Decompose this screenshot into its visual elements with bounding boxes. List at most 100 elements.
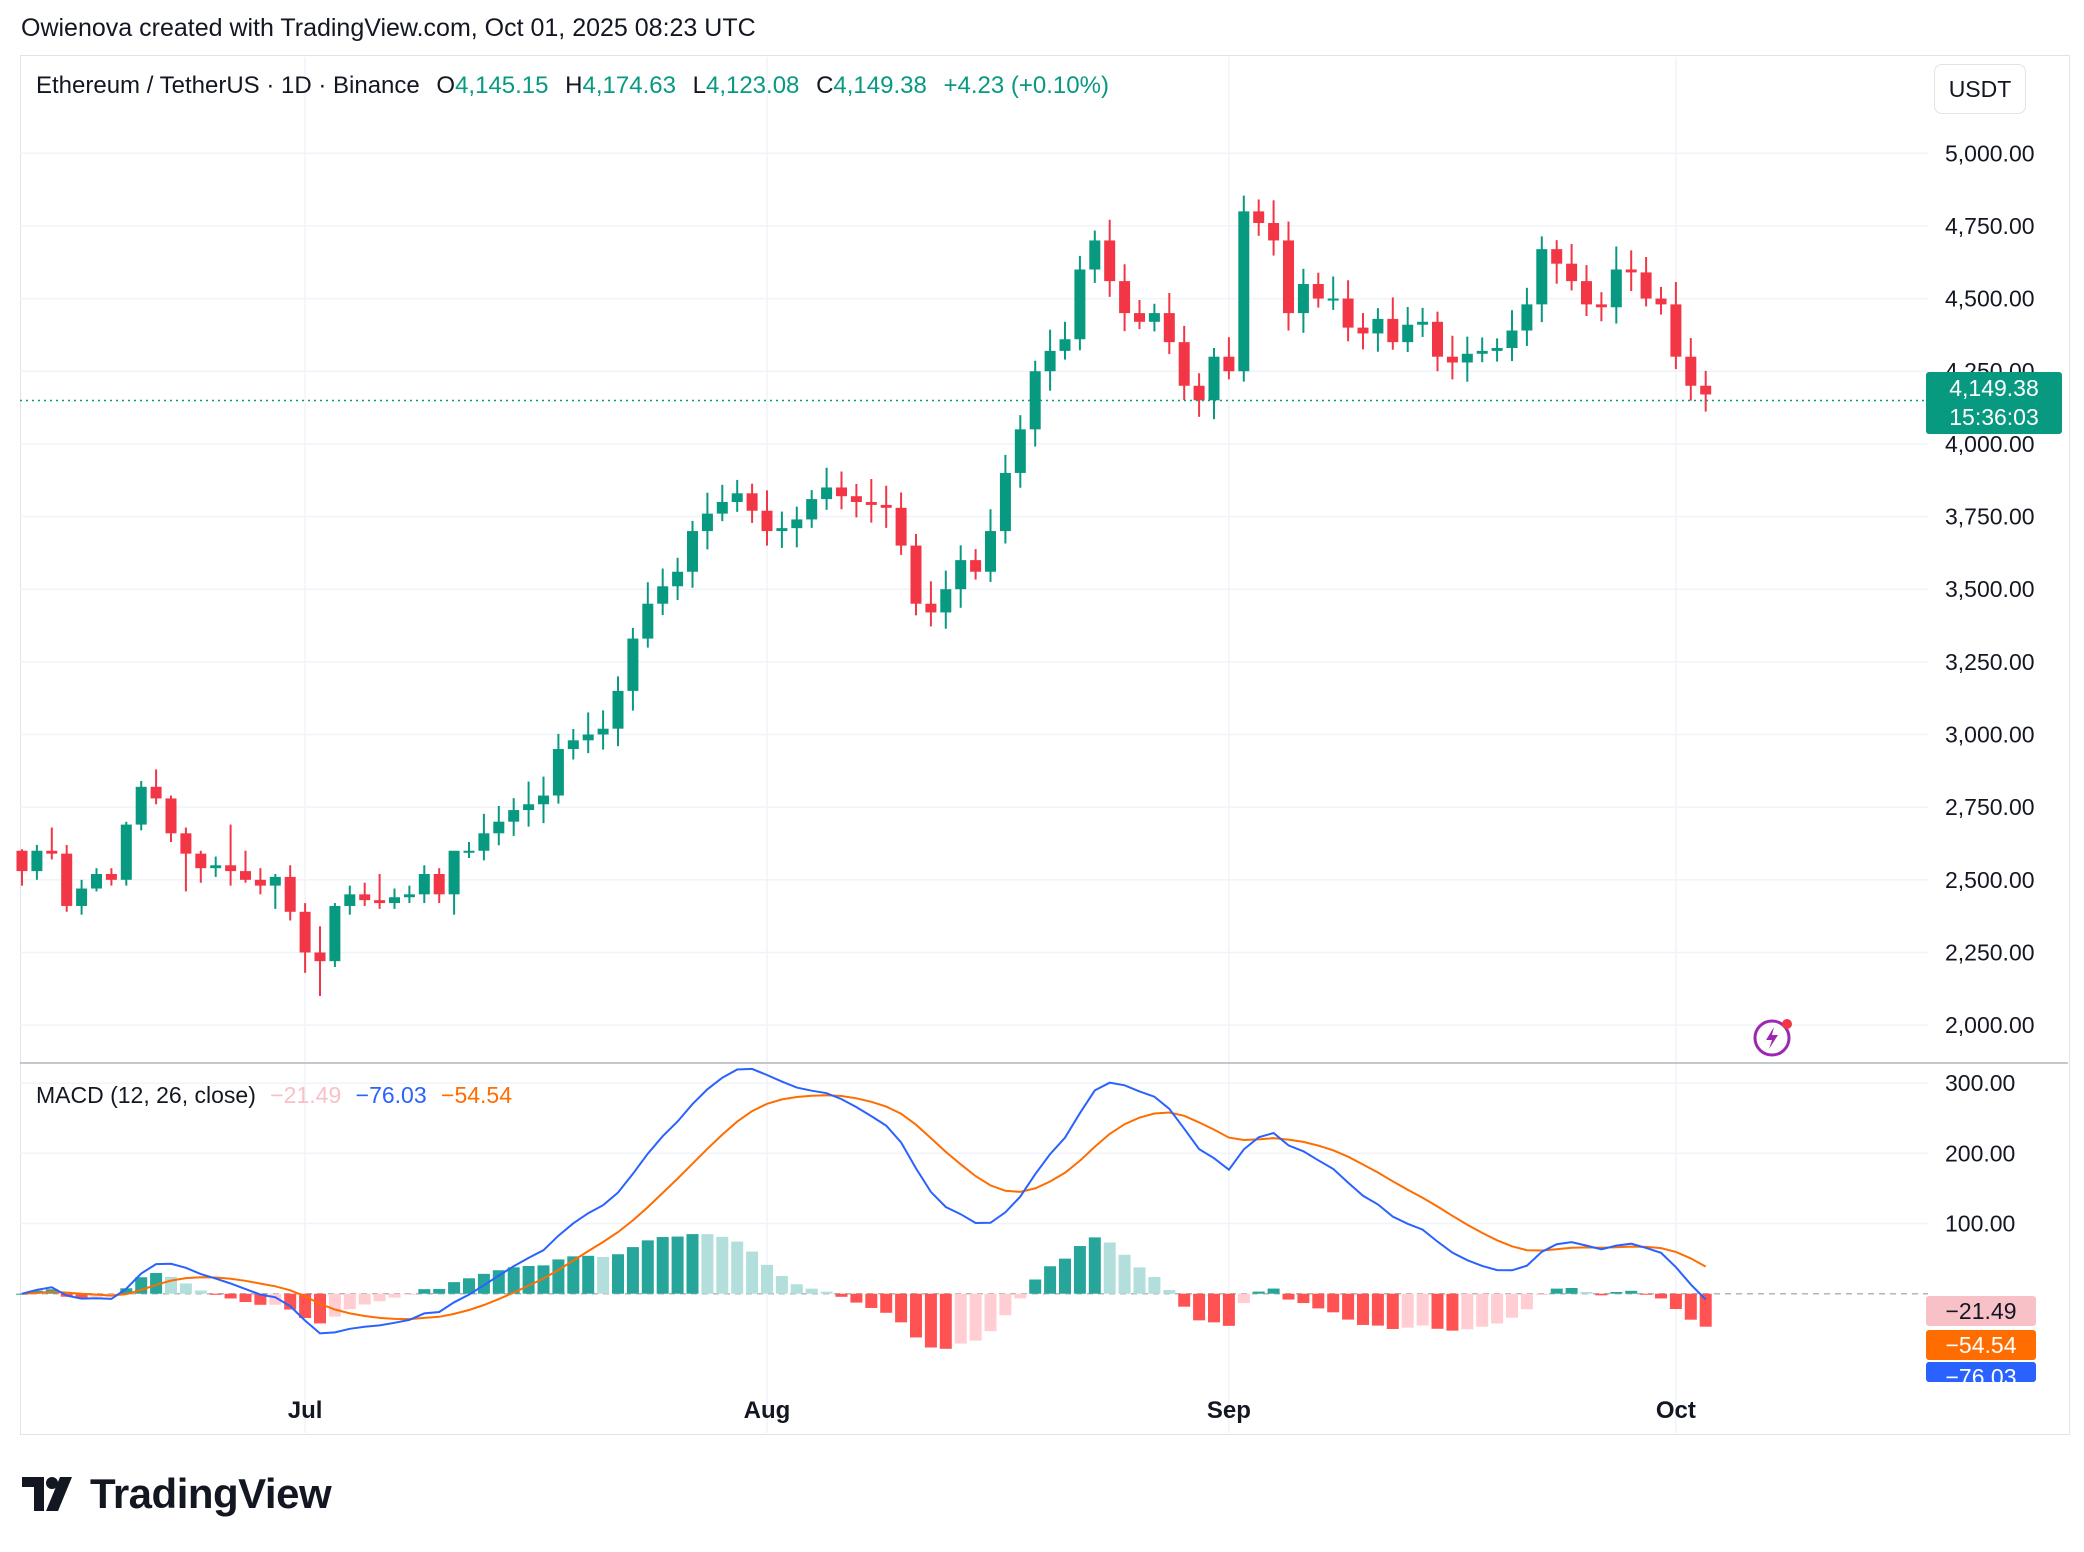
candle-body (1461, 353, 1473, 363)
candle-body (552, 749, 564, 796)
macd-histogram-bar (1029, 1279, 1042, 1294)
candle-body (1640, 272, 1652, 299)
candle-body (135, 786, 147, 825)
candle-body (1134, 313, 1145, 322)
macd-axis-tick-label: 100.00 (1945, 1211, 2015, 1237)
macd-histogram-bar (1014, 1293, 1027, 1299)
candle-body (1685, 356, 1697, 386)
change-value: +4.23 (+0.10%) (943, 72, 1109, 99)
candle-body (1402, 324, 1414, 343)
macd-signal-value: −54.54 (441, 1082, 513, 1108)
macd-histogram-bar (1282, 1293, 1295, 1300)
candle-body (1372, 318, 1384, 334)
macd-histogram-bar (1431, 1293, 1444, 1329)
macd-histogram-bar (1297, 1293, 1310, 1304)
candle-body (880, 504, 892, 508)
macd-histogram-bar (1193, 1293, 1206, 1321)
candle-body (1670, 304, 1682, 357)
macd-histogram-bar (701, 1234, 714, 1294)
candle-body (1089, 240, 1101, 270)
macd-histogram-bar (120, 1288, 133, 1294)
candle-body (150, 786, 162, 799)
macd-histogram-bar (939, 1293, 952, 1349)
candle-body (1566, 263, 1578, 282)
macd-histogram-bar (612, 1254, 624, 1294)
macd-histogram-bar (820, 1291, 833, 1294)
macd-histogram-bar (299, 1293, 312, 1319)
close-value: 4,149.38 (833, 72, 927, 99)
macd-histogram-bar (1312, 1293, 1325, 1309)
macd-line (21, 1067, 1707, 1335)
watermark-text: Owienova created with TradingView.com, O… (21, 14, 756, 42)
candle-body (1432, 321, 1443, 357)
candle-body (46, 850, 58, 854)
macd-histogram-bar (1118, 1254, 1131, 1294)
candle-body (1074, 269, 1086, 340)
macd-histogram-bar (1371, 1293, 1384, 1326)
tradingview-logo[interactable]: TradingView (22, 1470, 332, 1518)
candle-body (985, 531, 996, 572)
candle-body (612, 690, 624, 729)
candle-body (1581, 281, 1592, 305)
macd-histogram-bar (75, 1293, 88, 1299)
candle-body (1119, 281, 1131, 314)
macd-histogram-bar (1684, 1293, 1697, 1320)
macd-histogram-bar (641, 1240, 654, 1294)
macd-histogram-bar (343, 1293, 356, 1310)
candle-body (269, 876, 281, 886)
macd-histogram-bar (969, 1293, 982, 1341)
macd-histogram-bar (16, 1293, 28, 1295)
symbol-title[interactable]: Ethereum / TetherUS · 1D · Binance (36, 72, 420, 99)
candle-body (1148, 313, 1160, 322)
candle-body (1253, 211, 1265, 223)
macd-title[interactable]: MACD (12, 26, close) (36, 1082, 256, 1108)
macd-histogram-bar (626, 1247, 639, 1294)
macd-histogram-bar (716, 1236, 729, 1294)
candle-body (955, 560, 967, 590)
candle-body (225, 865, 237, 872)
price-axis-tick-label: 4,750.00 (1945, 213, 2035, 239)
macd-histogram-bar (254, 1293, 267, 1305)
candle-body (1476, 350, 1488, 354)
candle-body (567, 740, 579, 750)
candle-body (1014, 429, 1026, 473)
lightning-alert-icon[interactable] (1752, 1016, 1796, 1060)
candle-body (16, 850, 28, 872)
candle-body (538, 795, 549, 805)
open-value: 4,145.15 (455, 72, 549, 99)
candle-body (1387, 318, 1399, 343)
candle-body (1044, 350, 1056, 372)
candle-body (195, 853, 207, 869)
macd-histogram-bar (1148, 1276, 1161, 1294)
candle-body (1506, 330, 1518, 348)
macd-histogram-bar (880, 1293, 893, 1313)
candle-body (1283, 240, 1294, 314)
candle-body (1610, 269, 1622, 308)
macd-histogram-bar (209, 1293, 222, 1295)
tradingview-logo-icon (22, 1477, 72, 1511)
candle-body (806, 499, 818, 520)
macd-line-tag: −76.03 (1926, 1362, 2036, 1382)
macd-histogram-bar (552, 1259, 565, 1294)
candle-body (418, 874, 430, 895)
macd-histogram-bar (1073, 1246, 1086, 1294)
price-axis-tick-label: 3,000.00 (1945, 722, 2035, 748)
macd-histogram-bar (1506, 1293, 1518, 1318)
candle-body (359, 894, 371, 901)
macd-histogram-bar (850, 1293, 863, 1303)
macd-histogram-bar (492, 1270, 505, 1294)
candle-body (389, 897, 400, 904)
macd-histogram-bar (1163, 1289, 1176, 1294)
candle-body (597, 728, 609, 735)
macd-histogram-bar (1580, 1291, 1593, 1294)
candle-body (91, 874, 102, 889)
candle-body (1446, 356, 1458, 363)
macd-histogram-bar (403, 1293, 416, 1295)
currency-button[interactable]: USDT (1934, 64, 2026, 114)
candle-body (1655, 298, 1667, 305)
macd-axis-tick-label: 200.00 (1945, 1140, 2015, 1166)
candle-body (463, 850, 475, 853)
candle-body (836, 487, 847, 497)
price-axis-tick-label: 3,500.00 (1945, 576, 2035, 602)
